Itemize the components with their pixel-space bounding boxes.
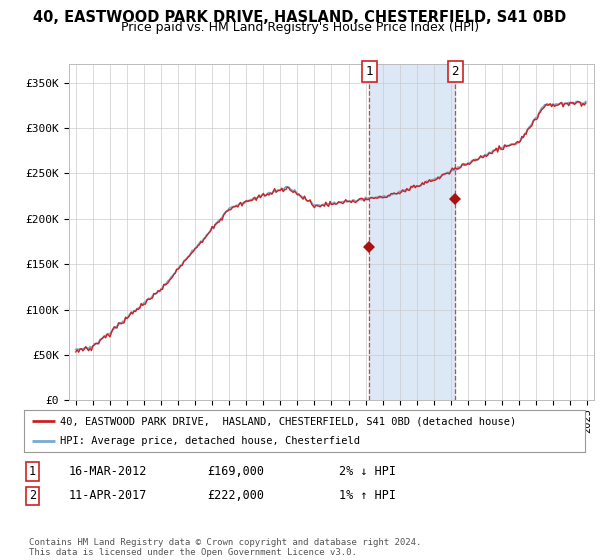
Text: 2% ↓ HPI: 2% ↓ HPI: [339, 465, 396, 478]
Text: £222,000: £222,000: [207, 489, 264, 502]
Text: 1% ↑ HPI: 1% ↑ HPI: [339, 489, 396, 502]
Text: 1: 1: [365, 65, 373, 78]
Bar: [369, 64, 455, 400]
Text: 40, EASTWOOD PARK DRIVE, HASLAND, CHESTERFIELD, S41 0BD: 40, EASTWOOD PARK DRIVE, HASLAND, CHESTE…: [34, 10, 566, 25]
Text: 11-APR-2017: 11-APR-2017: [69, 489, 148, 502]
Text: 16-MAR-2012: 16-MAR-2012: [69, 465, 148, 478]
Text: Contains HM Land Registry data © Crown copyright and database right 2024.
This d: Contains HM Land Registry data © Crown c…: [29, 538, 421, 557]
Text: HPI: Average price, detached house, Chesterfield: HPI: Average price, detached house, Ches…: [61, 436, 361, 446]
Text: 2: 2: [451, 65, 459, 78]
Text: 40, EASTWOOD PARK DRIVE,  HASLAND, CHESTERFIELD, S41 0BD (detached house): 40, EASTWOOD PARK DRIVE, HASLAND, CHESTE…: [61, 416, 517, 426]
Text: 2: 2: [29, 489, 36, 502]
Text: £169,000: £169,000: [207, 465, 264, 478]
Text: Price paid vs. HM Land Registry's House Price Index (HPI): Price paid vs. HM Land Registry's House …: [121, 21, 479, 34]
Text: 1: 1: [29, 465, 36, 478]
